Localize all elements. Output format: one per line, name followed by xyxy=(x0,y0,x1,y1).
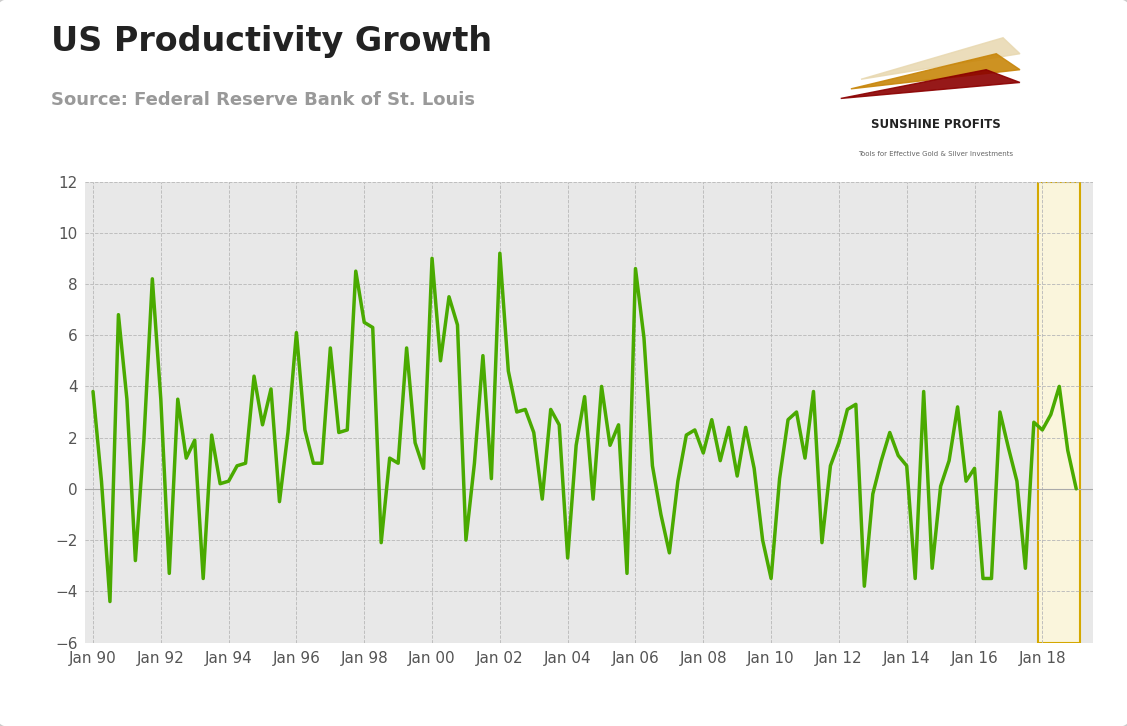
Text: Tools for Effective Gold & Silver Investments: Tools for Effective Gold & Silver Invest… xyxy=(858,151,1013,158)
Bar xyxy=(1038,182,1081,643)
Polygon shape xyxy=(841,70,1020,99)
Text: Source: Federal Reserve Bank of St. Louis: Source: Federal Reserve Bank of St. Loui… xyxy=(51,91,474,109)
Polygon shape xyxy=(851,54,1020,89)
Text: SUNSHINE PROFITS: SUNSHINE PROFITS xyxy=(870,118,1001,131)
Polygon shape xyxy=(861,38,1020,79)
Text: US Productivity Growth: US Productivity Growth xyxy=(51,25,491,58)
